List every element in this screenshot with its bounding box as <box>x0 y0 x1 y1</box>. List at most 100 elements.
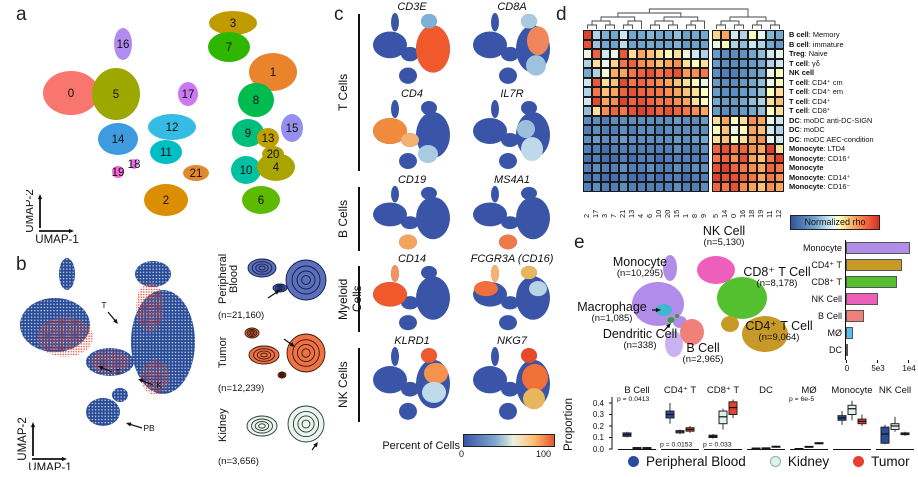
heatmap-cell <box>637 77 646 87</box>
percent-colorbar-min: 0 <box>459 449 465 459</box>
heatmap-cell <box>664 77 673 87</box>
cluster-label-4: 4 <box>273 162 280 174</box>
cluster-label-7: 7 <box>226 42 232 54</box>
heatmap-cell <box>712 153 721 163</box>
legend-dot-0 <box>628 456 639 467</box>
heatmap-cell <box>628 49 637 59</box>
heatmap-col-label-12: 12 <box>774 209 783 218</box>
cluster-blob-18 <box>130 159 138 169</box>
heatmap-cell <box>655 68 664 78</box>
heatmap-cell <box>748 68 757 78</box>
heatmap-cell <box>610 30 619 40</box>
cluster-blob-19 <box>112 166 124 178</box>
heatmap-cell <box>748 106 757 116</box>
heatmap-cell <box>775 77 784 87</box>
bar-label-3: NK Cell <box>811 294 842 304</box>
heatmap-cell <box>691 30 700 40</box>
heatmap-cell <box>775 115 784 125</box>
heatmap-cell <box>655 144 664 154</box>
heatmap-cell <box>721 39 730 49</box>
celltype-blob <box>721 316 739 332</box>
heatmap-column-labels: 2 17 3 7 21 13 4 6 10 20 15 1 8 9 5 14 0 16 18 19 11 12 <box>582 194 784 220</box>
heatmap-cell <box>619 134 628 144</box>
heatmap-cell <box>610 182 619 192</box>
heatmap-cell <box>628 77 637 87</box>
panel-b-label: b <box>16 254 27 275</box>
box-ytick-3: 0.3 <box>592 410 604 419</box>
heatmap-cell <box>682 49 691 59</box>
legend-item-0: Peripheral Blood <box>628 454 746 469</box>
feature-plot-CD19 <box>373 185 450 250</box>
heatmap-cell <box>757 96 766 106</box>
umap-celltype-panel: Monocyte (n=10,295) NK Cell (n=5,130) CD8⁺ T… <box>570 224 818 397</box>
heatmap-cell <box>628 182 637 192</box>
heatmap-cell <box>682 96 691 106</box>
cluster-label-13: 13 <box>262 133 275 145</box>
heatmap-cell <box>739 172 748 182</box>
heatmap-cell <box>583 172 592 182</box>
heatmap-cell <box>730 134 739 144</box>
heatmap-cell <box>775 87 784 97</box>
heatmap-cell <box>757 68 766 78</box>
percent-colorbar <box>463 434 555 447</box>
heatmap-cell <box>721 182 730 192</box>
heatmap-cell <box>610 77 619 87</box>
heatmap-cell <box>775 68 784 78</box>
cluster-label-20: 20 <box>267 149 280 161</box>
legend-label-0: Peripheral Blood <box>646 454 746 469</box>
cluster-label-10: 10 <box>240 165 253 177</box>
heatmap-cell <box>601 30 610 40</box>
heatmap-col-label-9: 9 <box>699 213 708 218</box>
box-ytick-1: 0.1 <box>592 433 604 442</box>
heatmap-cell <box>664 115 673 125</box>
heatmap-cell <box>664 30 673 40</box>
box-group-label-4: MØ <box>801 385 817 396</box>
heatmap-cell <box>691 87 700 97</box>
heatmap-cell <box>682 163 691 173</box>
group-label-2: Myeloid Cells <box>336 278 364 320</box>
heatmap-row-label-3: T cell: γδ <box>789 58 820 68</box>
heatmap-cell <box>601 87 610 97</box>
heatmap-cell <box>646 153 655 163</box>
tissue-arrow-label-PB: PB <box>143 423 155 433</box>
heatmap-cell <box>712 77 721 87</box>
heatmap-cell <box>730 39 739 49</box>
tumor-speckle <box>141 359 169 395</box>
heatmap-dendrogram <box>587 8 780 29</box>
cluster-blob-4 <box>257 153 295 181</box>
heatmap-cell <box>673 182 682 192</box>
group-label-3: NK Cells <box>336 361 350 409</box>
heatmap-cell <box>691 172 700 182</box>
heatmap-cell <box>721 58 730 68</box>
heatmap-cell <box>748 30 757 40</box>
gene-title-CD19: CD19 <box>397 174 427 186</box>
heatmap-cell <box>691 39 700 49</box>
group-bracket-3 <box>358 348 360 422</box>
heatmap-cell <box>775 163 784 173</box>
heatmap-cell <box>592 77 601 87</box>
heatmap-cell <box>673 144 682 154</box>
heatmap-cell <box>628 134 637 144</box>
heatmap-cell <box>583 87 592 97</box>
heatmap-cell <box>610 163 619 173</box>
heatmap-cell <box>757 125 766 135</box>
heatmap-cell <box>682 134 691 144</box>
cluster-label-18: 18 <box>128 159 141 171</box>
cluster-label-9: 9 <box>245 128 251 140</box>
heatmap-cell <box>775 144 784 154</box>
heatmap-cell <box>700 153 709 163</box>
heatmap-cell <box>766 77 775 87</box>
heatmap-cell <box>610 172 619 182</box>
heatmap-cell <box>739 96 748 106</box>
heatmap-cell <box>655 172 664 182</box>
cluster-label-1: 1 <box>270 67 276 79</box>
heatmap-cell <box>664 153 673 163</box>
panel-d-label: d <box>556 4 567 25</box>
heatmap-cell <box>775 106 784 116</box>
density-plot-0 <box>247 258 327 301</box>
cluster-blob-14 <box>98 123 138 155</box>
heatmap-cell <box>691 163 700 173</box>
feature-plot-CD4 <box>373 100 450 169</box>
bar-label-4: B Cell <box>817 311 842 321</box>
